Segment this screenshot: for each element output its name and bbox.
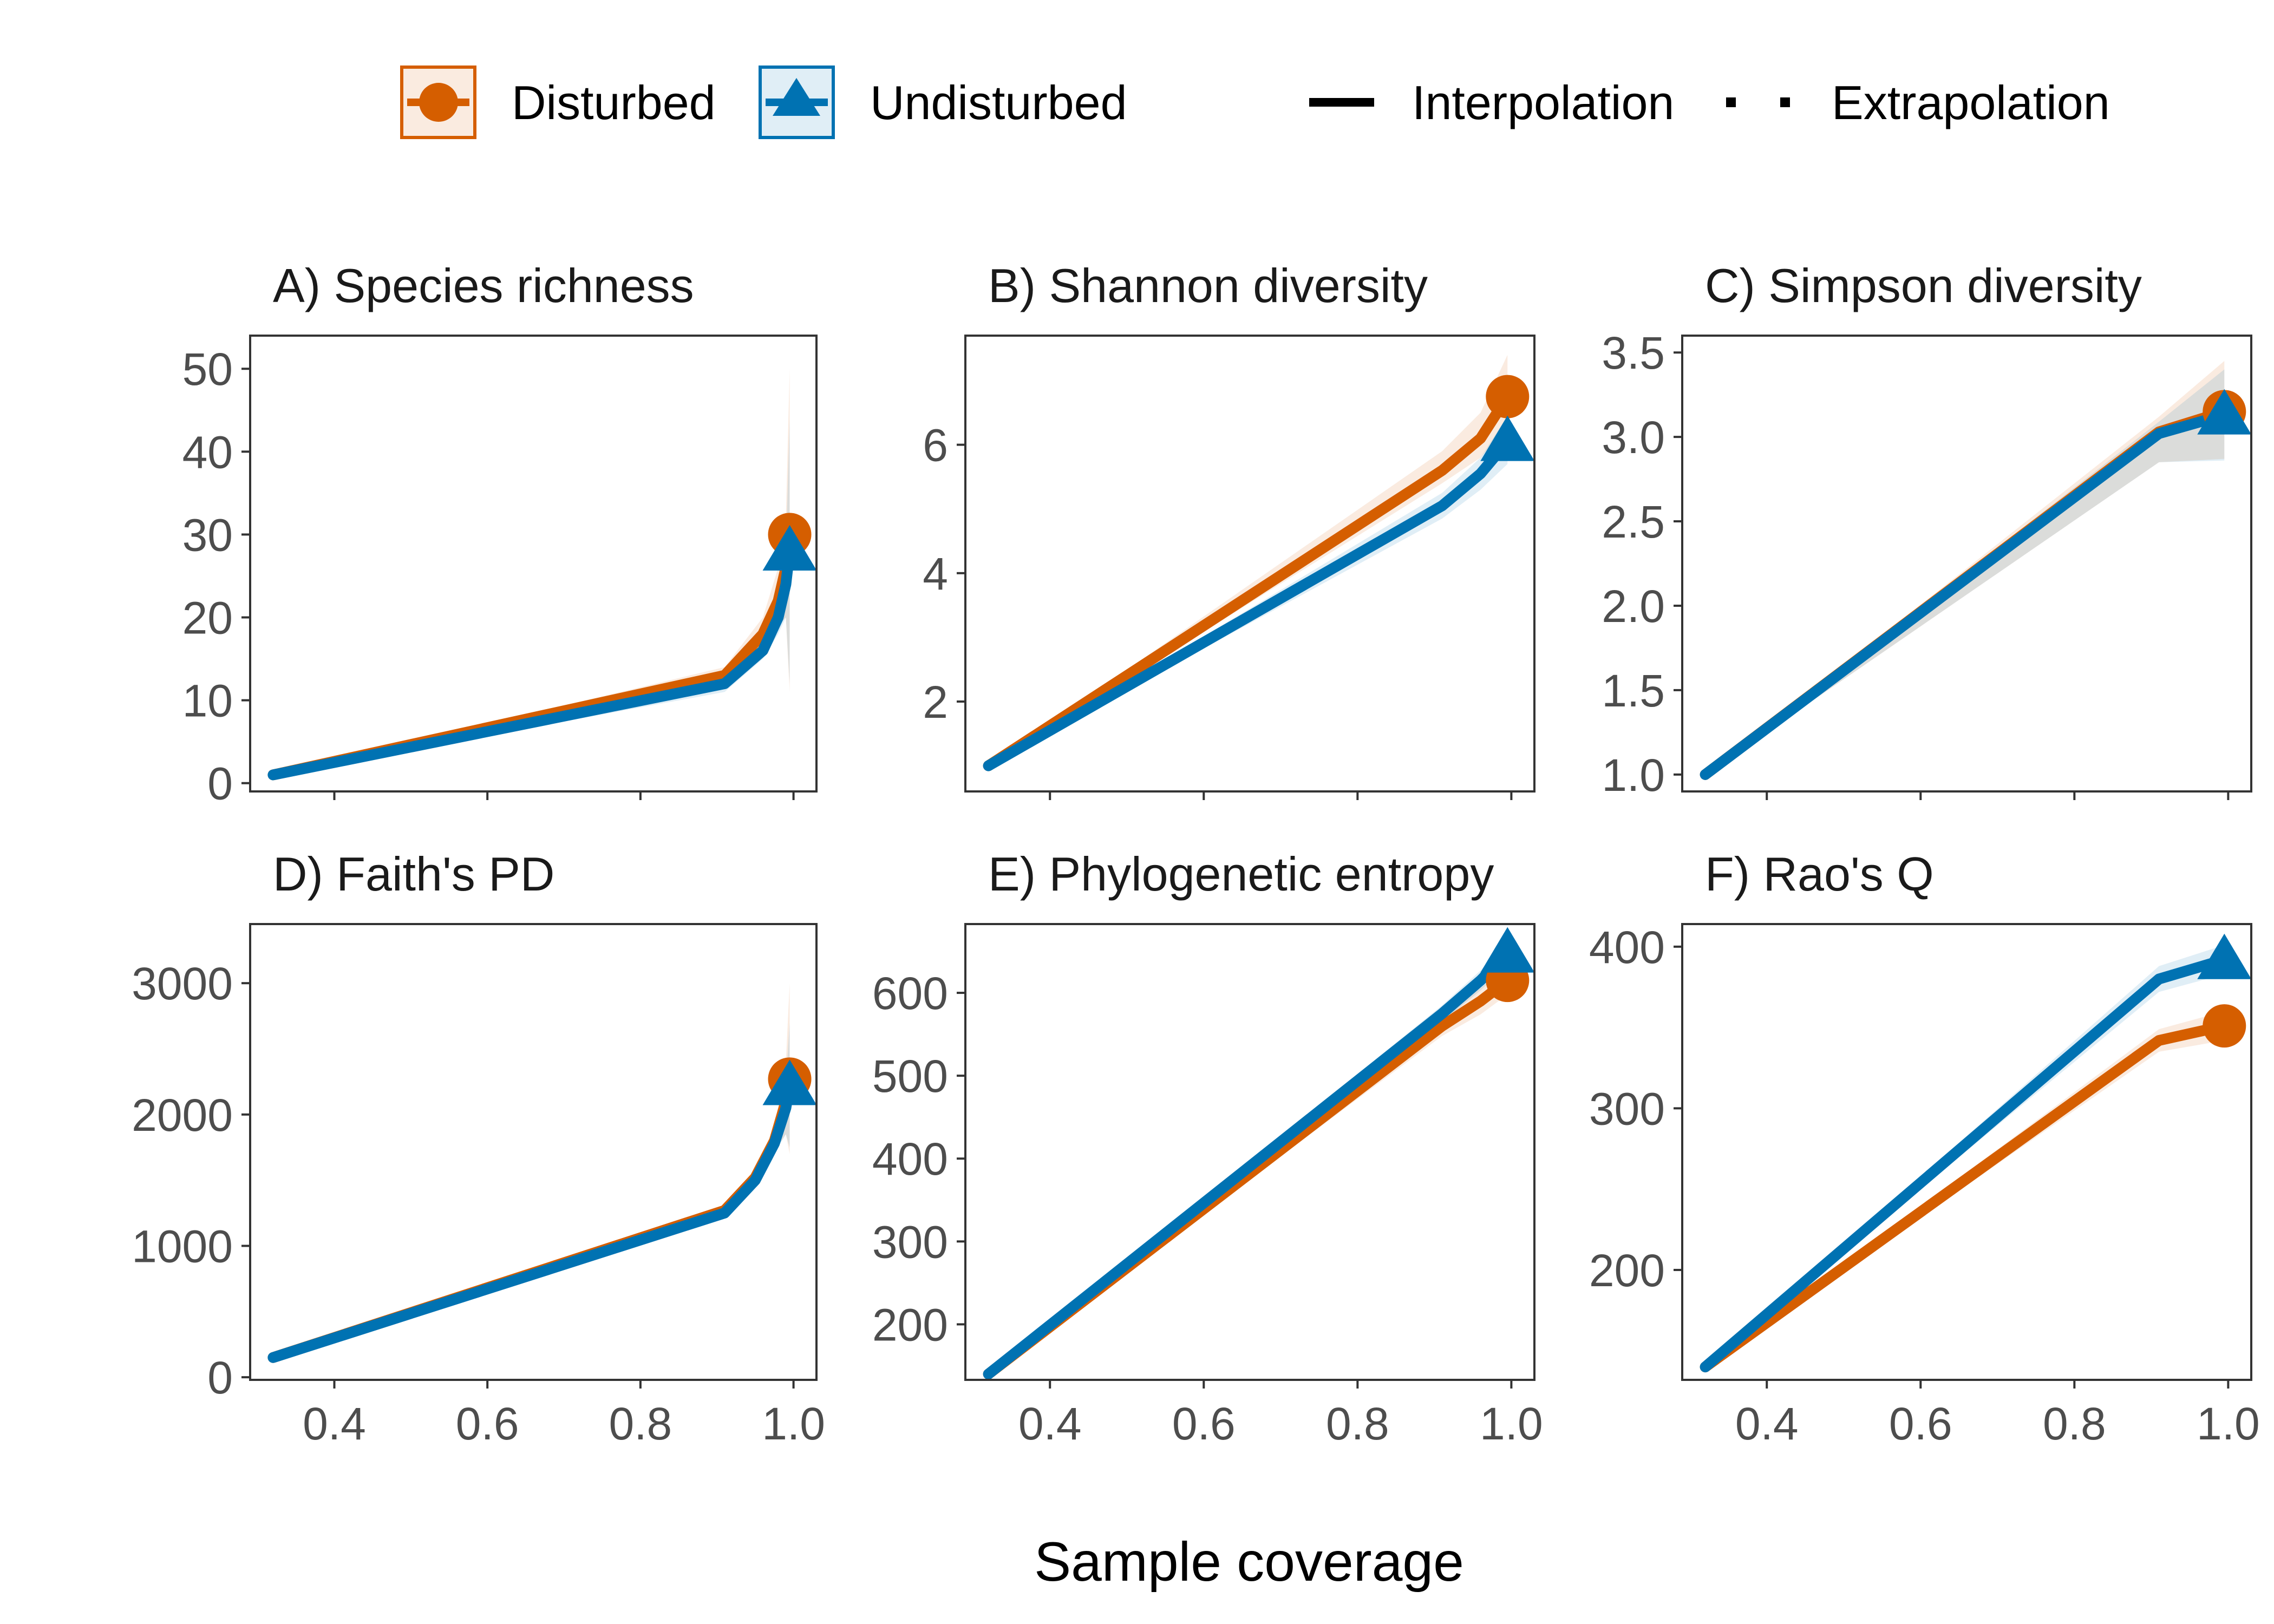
panel-title: E) Phylogenetic entropy xyxy=(988,847,1494,901)
x-tick-label: 0.6 xyxy=(456,1398,519,1449)
plot-area xyxy=(1700,945,2230,1373)
x-tick-label: 0.6 xyxy=(1172,1398,1236,1449)
y-tick-label: 3000 xyxy=(132,958,233,1009)
y-tick-label: 6 xyxy=(923,420,948,471)
y-tick-label: 2000 xyxy=(132,1090,233,1141)
legend: Disturbed Undisturbed Interpolation Extr… xyxy=(400,66,2110,139)
legend-triangle-marker-icon xyxy=(773,78,820,116)
y-tick-label: 300 xyxy=(872,1216,948,1267)
y-tick-label: 2.5 xyxy=(1602,496,1665,547)
y-tick-label: 10 xyxy=(182,676,233,726)
y-tick-label: 3.0 xyxy=(1602,412,1665,463)
x-tick-label: 0.4 xyxy=(303,1398,366,1449)
x-tick-label: 0.4 xyxy=(1735,1398,1799,1449)
x-axis-title: Sample coverage xyxy=(1034,1531,1464,1593)
legend-item-undisturbed: Undisturbed xyxy=(759,66,1127,139)
panel-1: A) Species richness 0 10 20 30 40 50 xyxy=(182,259,818,809)
legend-label-extrapolation: Extrapolation xyxy=(1832,76,2110,129)
panel-border xyxy=(1681,923,2252,1381)
panel-title: A) Species richness xyxy=(273,259,694,312)
panel-border xyxy=(249,923,818,1381)
point-undisturbed xyxy=(762,1059,817,1105)
y-tick-label: 2.0 xyxy=(1602,581,1665,632)
series-line-disturbed xyxy=(1700,1020,2230,1373)
plot-area xyxy=(1700,361,2230,780)
panel-border xyxy=(249,335,818,793)
panel-2: B) Shannon diversity 2 4 6 xyxy=(923,259,1535,800)
x-tick-label: 0.8 xyxy=(2043,1398,2106,1449)
y-tick-label: 1000 xyxy=(132,1221,233,1272)
y-tick-label: 400 xyxy=(1589,922,1665,973)
y-tick-label: 600 xyxy=(872,968,948,1019)
y-tick-label: 500 xyxy=(872,1051,948,1102)
legend-item-disturbed: Disturbed xyxy=(400,66,716,139)
panel-title: C) Simpson diversity xyxy=(1705,259,2142,312)
panel-5: E) Phylogenetic entropy 200 300 400 500 600 0.… xyxy=(872,847,1543,1449)
panel-title: F) Rao's Q xyxy=(1705,847,1934,901)
legend-item-interpolation: Interpolation xyxy=(1309,76,1674,129)
y-tick-label: 30 xyxy=(182,509,233,560)
y-tick-label: 1.0 xyxy=(1602,750,1665,801)
y-tick-label: 400 xyxy=(872,1134,948,1184)
x-tick-label: 1.0 xyxy=(2197,1398,2260,1449)
x-tick-label: 0.8 xyxy=(1326,1398,1389,1449)
panel-title: D) Faith's PD xyxy=(273,847,554,901)
series-line-undisturbed xyxy=(267,546,795,781)
y-tick-label: 200 xyxy=(1589,1245,1665,1296)
legend-dot-icon xyxy=(1780,97,1790,107)
y-tick-label: 40 xyxy=(182,427,233,477)
panel-border xyxy=(1681,335,2252,793)
point-undisturbed xyxy=(1480,927,1535,973)
series-line-undisturbed xyxy=(1700,409,2230,780)
ci-ribbon-disturbed xyxy=(1705,1011,2225,1367)
point-undisturbed xyxy=(762,525,817,571)
y-tick-label: 50 xyxy=(182,344,233,395)
y-tick-label: 4 xyxy=(923,548,948,599)
series-line-disturbed xyxy=(983,391,1513,771)
y-tick-label: 3.5 xyxy=(1602,328,1665,378)
y-tick-label: 200 xyxy=(872,1299,948,1350)
legend-label-undisturbed: Undisturbed xyxy=(870,76,1127,129)
y-tick-label: 0 xyxy=(207,1352,233,1403)
x-tick-label: 0.4 xyxy=(1018,1398,1082,1449)
y-tick-label: 1.5 xyxy=(1602,665,1665,716)
panel-border xyxy=(964,923,1535,1381)
panel-3: C) Simpson diversity 1.0 1.5 2.0 2.5 3.0 3.5 xyxy=(1602,259,2252,801)
panel-4: D) Faith's PD 0 1000 2000 3000 0.4 0.6 0.8 1.0 xyxy=(132,847,825,1449)
y-tick-label: 2 xyxy=(923,677,948,728)
y-tick-label: 300 xyxy=(1589,1083,1665,1134)
x-tick-label: 0.8 xyxy=(609,1398,672,1449)
point-disturbed xyxy=(2203,1004,2246,1048)
legend-dot-icon xyxy=(1726,97,1736,107)
legend-label-disturbed: Disturbed xyxy=(512,76,716,129)
x-tick-label: 1.0 xyxy=(762,1398,825,1449)
legend-circle-marker-icon xyxy=(419,83,458,122)
point-undisturbed xyxy=(2197,389,2252,435)
x-tick-label: 1.0 xyxy=(1480,1398,1543,1449)
panel-title: B) Shannon diversity xyxy=(988,259,1428,312)
panel-border xyxy=(964,335,1535,793)
point-undisturbed xyxy=(1480,415,1535,461)
y-tick-label: 0 xyxy=(207,758,233,809)
y-tick-label: 20 xyxy=(182,593,233,644)
legend-item-extrapolation: Extrapolation xyxy=(1726,76,2110,129)
x-tick-label: 0.6 xyxy=(1889,1398,1952,1449)
series-line-undisturbed xyxy=(1700,954,2230,1373)
legend-label-interpolation: Interpolation xyxy=(1412,76,1674,129)
panel-6: F) Rao's Q 200 300 400 0.4 0.6 0.8 1.0 xyxy=(1589,847,2260,1449)
point-undisturbed xyxy=(2197,933,2252,979)
ci-ribbon-undisturbed xyxy=(1705,945,2225,1367)
point-disturbed xyxy=(1486,375,1530,418)
